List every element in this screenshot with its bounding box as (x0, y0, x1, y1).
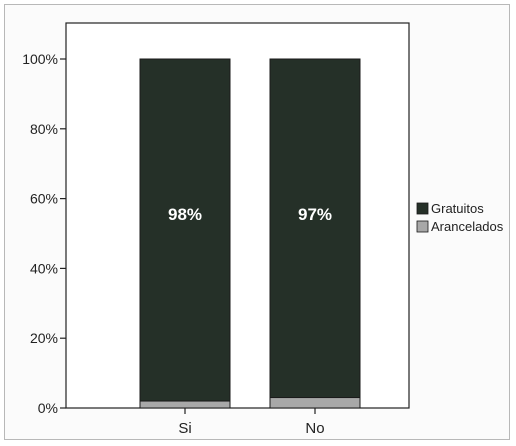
legend-swatch-gratuitos (416, 202, 429, 215)
data-label-no: 97% (298, 205, 332, 224)
y-tick-label: 80% (30, 121, 58, 137)
legend: Gratuitos Arancelados (416, 201, 504, 234)
y-tick-label: 0% (38, 400, 58, 416)
y-axis: 0% 20% 40% 60% 80% 100% (22, 51, 66, 416)
legend-swatch-arancelados (416, 220, 429, 233)
y-tick-label: 20% (30, 330, 58, 346)
bar-arancelados-no (269, 397, 361, 409)
bars (139, 58, 361, 409)
y-tick-label: 60% (30, 191, 58, 207)
y-tick-label: 40% (30, 260, 58, 276)
x-tick-label-si: Si (178, 420, 191, 437)
data-labels: 98% 97% (168, 205, 332, 224)
bar-arancelados-si (139, 400, 231, 409)
legend-label-arancelados: Arancelados (431, 219, 504, 234)
x-axis: Si No (178, 408, 325, 437)
bar-gratuitos-si (139, 58, 231, 402)
y-tick-label: 100% (22, 51, 58, 67)
legend-label-gratuitos: Gratuitos (431, 201, 484, 216)
data-label-si: 98% (168, 205, 202, 224)
bar-gratuitos-no (269, 58, 361, 399)
x-tick-label-no: No (305, 420, 324, 437)
